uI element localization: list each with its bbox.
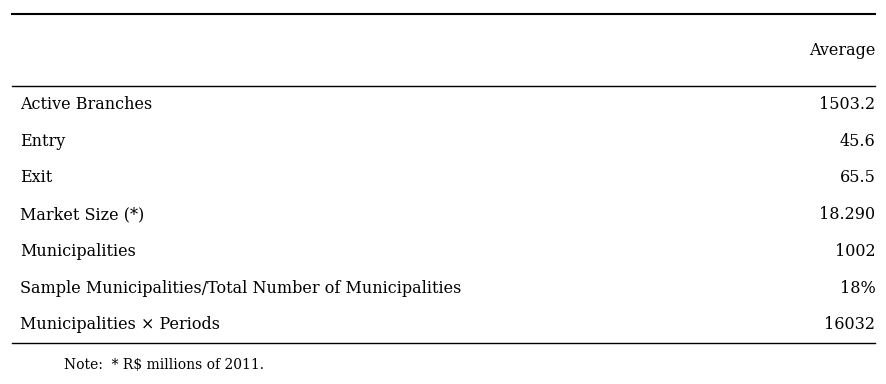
Text: 1002: 1002 [834,243,874,260]
Text: Municipalities: Municipalities [20,243,136,260]
Text: 16032: 16032 [823,316,874,333]
Text: 45.6: 45.6 [839,133,874,150]
Text: 1503.2: 1503.2 [819,96,874,113]
Text: Average: Average [808,41,874,59]
Text: 65.5: 65.5 [838,169,874,187]
Text: 18%: 18% [839,280,874,297]
Text: Sample Municipalities/Total Number of Municipalities: Sample Municipalities/Total Number of Mu… [20,280,462,297]
Text: Market Size (*): Market Size (*) [20,206,144,223]
Text: Exit: Exit [20,169,52,187]
Text: Note:  * R$ millions of 2011.: Note: * R$ millions of 2011. [65,358,264,372]
Text: Entry: Entry [20,133,66,150]
Text: Municipalities × Periods: Municipalities × Periods [20,316,220,333]
Text: Active Branches: Active Branches [20,96,152,113]
Text: 18.290: 18.290 [819,206,874,223]
